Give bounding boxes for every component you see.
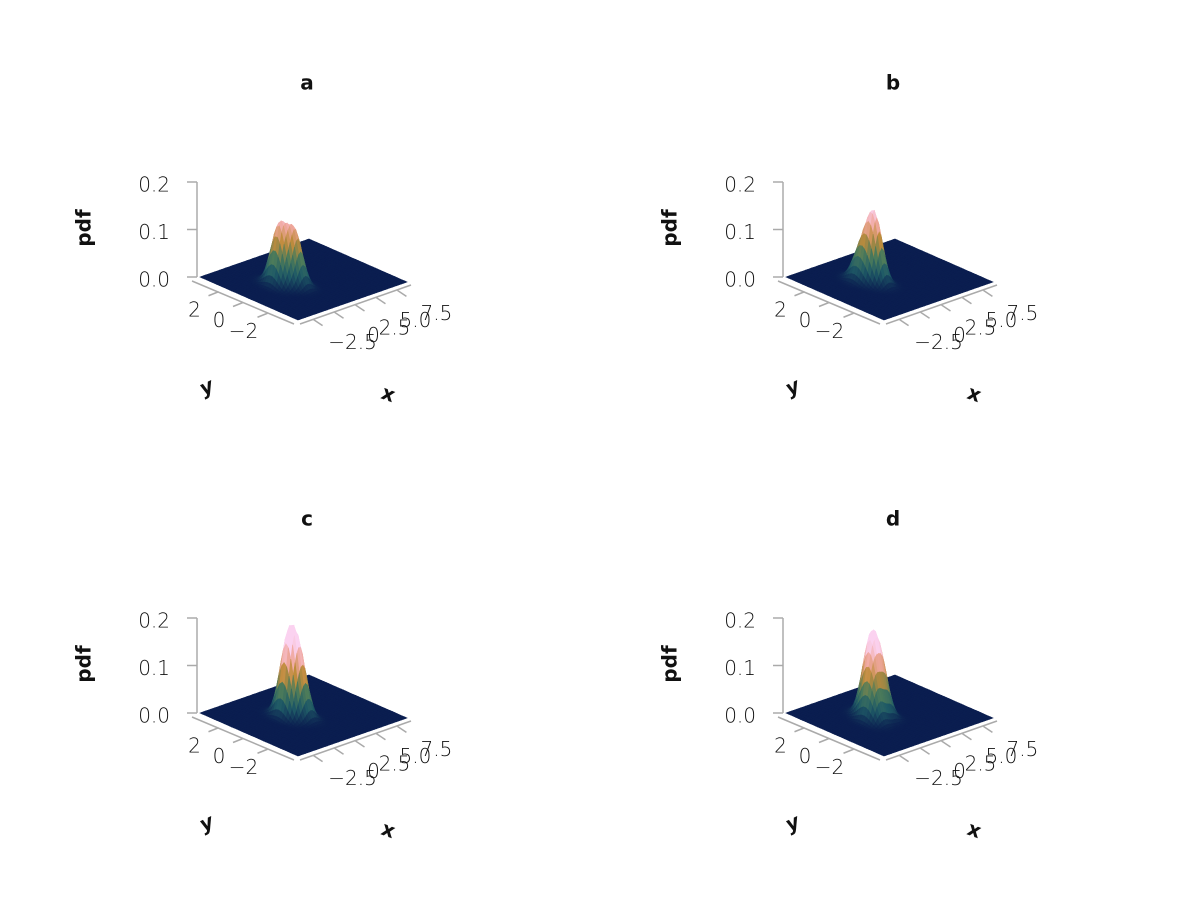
y-tick — [232, 737, 244, 744]
x-tick-label: 0 — [367, 323, 380, 347]
x-tick — [334, 747, 344, 755]
x-tick — [313, 318, 323, 327]
y-tick — [257, 748, 268, 754]
y-tick-label: 0 — [213, 308, 226, 332]
x-tick — [899, 318, 909, 327]
surface — [199, 220, 408, 321]
x-tick-label: 2.5 — [379, 316, 411, 340]
y-tick — [208, 727, 219, 733]
y-tick-label: 2 — [188, 733, 201, 757]
x-tick-label: 7.5 — [421, 737, 453, 761]
y-tick-label: −2 — [229, 755, 258, 779]
x-axis-label: x — [964, 380, 984, 407]
z-tick-label: 0.0 — [138, 704, 170, 728]
y-tick — [257, 312, 268, 318]
y-tick-label: −2 — [815, 319, 844, 343]
x-tick — [334, 311, 344, 319]
y-tick — [843, 312, 854, 318]
z-tick-label: 0.1 — [138, 220, 170, 244]
z-tick-label: 0.0 — [138, 268, 170, 292]
z-axis-label: pdf — [658, 209, 682, 247]
x-tick-label: 7.5 — [1007, 301, 1039, 325]
x-tick-label: 5.0 — [400, 308, 432, 332]
y-tick-label: −2 — [229, 319, 258, 343]
x-tick — [920, 311, 930, 319]
z-tick-label: 0.2 — [138, 609, 170, 633]
y-tick — [208, 291, 219, 297]
x-tick — [983, 289, 993, 298]
surface — [199, 624, 408, 757]
z-tick-label: 0.2 — [138, 173, 170, 197]
panel-title: a — [300, 71, 314, 95]
x-tick-label: −2.5 — [328, 330, 377, 354]
x-tick — [397, 289, 407, 298]
y-axis-label: y — [781, 373, 804, 401]
y-axis-label: y — [195, 809, 218, 837]
x-tick — [355, 740, 365, 748]
x-tick — [941, 304, 951, 312]
z-axis-label: pdf — [72, 645, 96, 683]
x-axis-label: x — [378, 816, 398, 843]
y-tick — [794, 291, 805, 297]
z-tick-label: 0.2 — [724, 173, 756, 197]
x-axis-label: x — [378, 380, 398, 407]
z-tick-label: 0.1 — [138, 656, 170, 680]
z-axis-label: pdf — [72, 209, 96, 247]
z-tick-label: 0.1 — [724, 220, 756, 244]
y-tick-label: 2 — [188, 297, 201, 321]
panel-title: c — [301, 507, 313, 531]
z-tick-label: 0.0 — [724, 268, 756, 292]
x-tick — [962, 297, 972, 305]
x-tick — [376, 297, 386, 305]
x-tick — [313, 754, 323, 763]
y-axis-label: y — [195, 373, 218, 401]
x-axis — [299, 284, 412, 325]
x-tick-label: 7.5 — [421, 301, 453, 325]
y-tick-label: 0 — [213, 744, 226, 768]
y-tick-label: 2 — [774, 297, 787, 321]
x-tick — [355, 304, 365, 312]
y-tick — [818, 301, 830, 308]
y-tick-label: 0 — [799, 308, 812, 332]
y-tick — [232, 301, 244, 308]
panel-title: b — [886, 71, 900, 95]
x-tick — [376, 733, 386, 741]
surface — [785, 209, 994, 321]
x-tick — [397, 725, 407, 734]
